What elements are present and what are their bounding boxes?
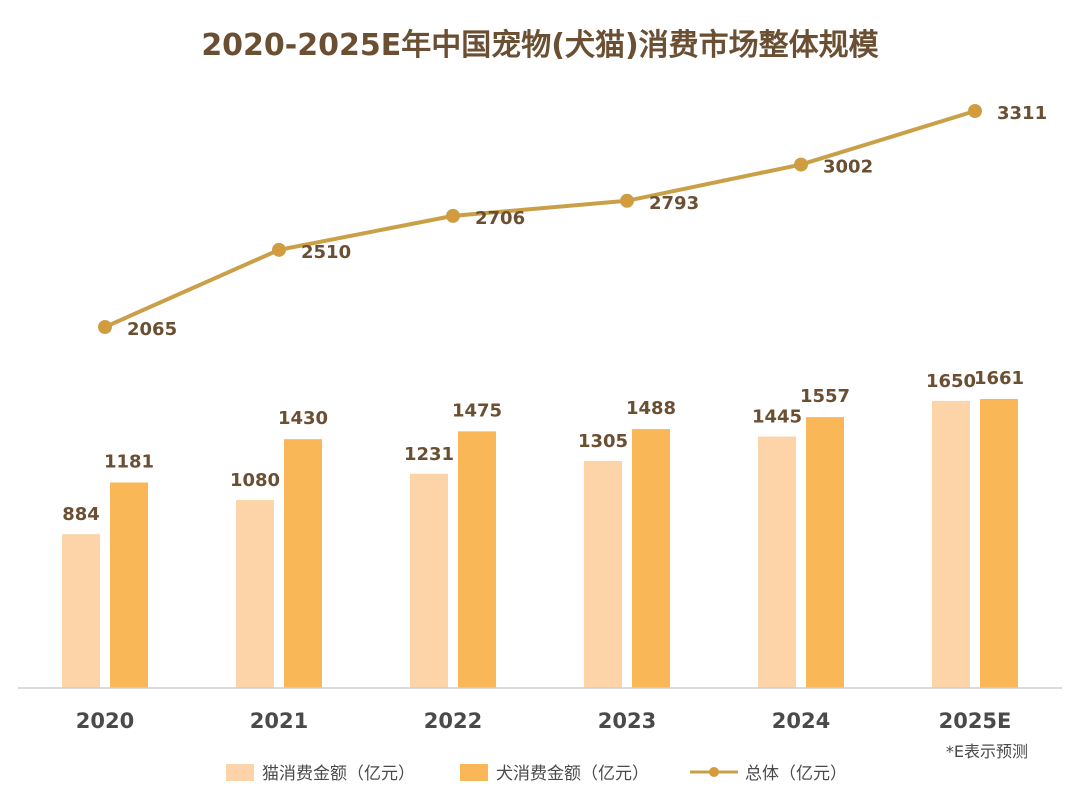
x-tick-2020: 2020	[76, 709, 134, 733]
total-label-2022: 2706	[475, 208, 525, 229]
x-tick-2022: 2022	[424, 709, 482, 733]
bar-label-dog-2023: 1488	[626, 398, 676, 419]
legend: 猫消费金额（亿元） 犬消费金额（亿元） 总体（亿元）	[226, 764, 847, 784]
total-point-2021	[272, 242, 286, 257]
bar-dog-2020	[110, 482, 148, 688]
legend-dog-swatch	[460, 764, 488, 781]
bar-label-dog-2021: 1430	[278, 408, 328, 429]
x-axis-labels: 2020 2021 2022 2023 2024 2025E	[76, 709, 1012, 733]
total-point-2023	[620, 193, 634, 208]
total-point-2025E	[968, 104, 982, 118]
total-point-2022	[446, 208, 460, 223]
bar-cat-2024	[758, 436, 796, 688]
x-tick-2024: 2024	[772, 709, 830, 733]
x-tick-2021: 2021	[250, 709, 308, 733]
bar-label-dog-2024: 1557	[800, 386, 850, 407]
total-label-2023: 2793	[649, 193, 699, 214]
total-label-2024: 3002	[823, 157, 873, 178]
bar-label-dog-2025E: 1661	[974, 368, 1024, 389]
bar-label-cat-2024: 1445	[752, 407, 802, 428]
x-tick-2025E: 2025E	[939, 709, 1012, 733]
forecast-note: *E表示预测	[946, 742, 1028, 761]
legend-dog-label: 犬消费金额（亿元）	[496, 764, 649, 784]
bar-cat-2025E	[932, 400, 970, 688]
bar-cat-2020	[62, 534, 100, 688]
total-point-2024	[794, 157, 808, 172]
bar-dog-2025E	[980, 398, 1018, 688]
total-label-2025E: 3311	[997, 103, 1047, 124]
bar-label-cat-2025E: 1650	[926, 371, 976, 392]
bar-label-cat-2022: 1231	[404, 444, 454, 465]
bar-dog-2024	[806, 417, 844, 688]
bar-dog-2021	[284, 439, 322, 688]
x-tick-2023: 2023	[598, 709, 656, 733]
bar-dog-2022	[458, 431, 496, 688]
bar-cat-2021	[236, 500, 274, 688]
legend-cat-label: 猫消费金额（亿元）	[262, 764, 415, 784]
bar-label-cat-2020: 884	[62, 504, 100, 525]
legend-cat-swatch	[226, 764, 254, 781]
total-label-2021: 2510	[301, 242, 351, 263]
bar-dog-2023	[632, 429, 670, 688]
legend-total-marker	[709, 767, 719, 777]
legend-total-label: 总体（亿元）	[745, 764, 847, 784]
total-point-2020	[98, 320, 112, 334]
bar-label-dog-2022: 1475	[452, 400, 502, 421]
bar-cat-2023	[584, 460, 622, 688]
bar-label-cat-2021: 1080	[230, 470, 280, 491]
bar-label-cat-2023: 1305	[578, 431, 628, 452]
bar-label-dog-2020: 1181	[104, 452, 154, 473]
total-line	[104, 109, 976, 329]
bar-cat-2022	[410, 473, 448, 688]
total-line-group: 2065 2510 2706 2793 3002 3311	[98, 103, 1047, 340]
total-label-2020: 2065	[127, 319, 177, 340]
chart-title: 2020-2025E年中国宠物(犬猫)消费市场整体规模	[201, 28, 878, 63]
